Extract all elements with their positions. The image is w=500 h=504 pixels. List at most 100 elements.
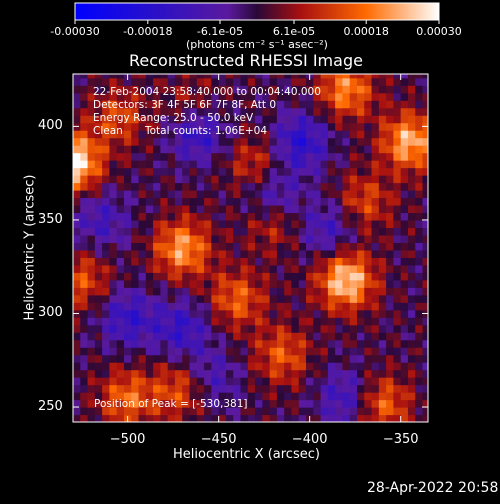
heatmap-cell <box>211 74 220 79</box>
heatmap-cell <box>386 384 395 393</box>
heatmap-cell <box>153 249 161 258</box>
heatmap-cell <box>327 77 336 86</box>
heatmap-cell <box>167 384 176 393</box>
heatmap-cell <box>174 85 183 94</box>
heatmap-cell <box>240 339 249 348</box>
heatmap-cell <box>393 392 402 401</box>
heatmap-cell <box>182 399 191 408</box>
heatmap-cell <box>378 92 387 101</box>
heatmap-cell <box>386 257 395 266</box>
heatmap-cell <box>153 182 161 191</box>
heatmap-cell <box>94 332 103 341</box>
heatmap-cell <box>167 77 176 86</box>
heatmap-cell <box>73 414 81 422</box>
heatmap-cell <box>357 272 365 281</box>
heatmap-cell <box>276 399 285 408</box>
heatmap-cell <box>262 234 271 243</box>
heatmap-cell <box>87 92 96 101</box>
heatmap-cell <box>131 302 140 311</box>
heatmap-cell <box>233 152 242 161</box>
heatmap-cell <box>204 272 212 281</box>
heatmap-cell <box>233 272 242 281</box>
heatmap-cell <box>80 130 89 139</box>
heatmap-cell <box>400 332 409 341</box>
heatmap-cell <box>327 85 336 94</box>
heatmap-cell <box>123 257 132 266</box>
heatmap-cell <box>211 212 220 221</box>
heatmap-cell <box>342 317 351 326</box>
heatmap-cell <box>349 219 358 229</box>
annotation-total-counts: Total counts: 1.06E+04 <box>145 125 268 137</box>
heatmap-cell <box>233 107 242 116</box>
heatmap-cell <box>386 294 395 303</box>
heatmap-cell <box>269 264 278 273</box>
heatmap-cell <box>422 219 428 229</box>
heatmap-cell <box>138 190 147 199</box>
heatmap-cell <box>94 204 103 214</box>
heatmap-cell <box>138 369 147 378</box>
heatmap-cell <box>153 234 161 243</box>
heatmap-cell <box>313 115 322 124</box>
heatmap-cell <box>386 190 395 199</box>
heatmap-cell <box>255 347 263 356</box>
heatmap-cell <box>335 294 344 303</box>
heatmap-cell <box>240 362 249 371</box>
heatmap-cell <box>415 122 424 131</box>
heatmap-cell <box>87 399 96 408</box>
heatmap-cell <box>204 279 212 288</box>
heatmap-cell <box>94 74 103 79</box>
heatmap-cell <box>116 264 125 273</box>
heatmap-cell <box>160 302 169 311</box>
heatmap-cell <box>109 377 118 386</box>
heatmap-cell <box>269 85 278 94</box>
heatmap-cell <box>262 279 271 288</box>
heatmap-cell <box>269 190 278 199</box>
heatmap-cell <box>269 212 278 221</box>
heatmap-cell <box>131 294 140 303</box>
heatmap-cell <box>298 85 307 94</box>
heatmap-cell <box>415 130 424 139</box>
heatmap-cell <box>415 407 424 416</box>
heatmap-cell <box>327 294 336 303</box>
heatmap-cell <box>182 175 191 184</box>
heatmap-cell <box>364 362 373 371</box>
heatmap-cell <box>87 354 96 363</box>
heatmap-cell <box>87 377 96 386</box>
heatmap-cell <box>357 204 365 214</box>
heatmap-cell <box>255 392 263 401</box>
heatmap-cell <box>291 414 300 422</box>
annotation-time-range: 22-Feb-2004 23:58:40.000 to 00:04:40.000 <box>93 86 321 98</box>
heatmap-cell <box>407 279 416 288</box>
heatmap-cell <box>240 317 249 326</box>
heatmap-cell <box>349 384 358 393</box>
heatmap-cell <box>182 279 191 288</box>
heatmap-cell <box>145 377 154 386</box>
heatmap-cell <box>123 264 132 273</box>
heatmap-cell <box>94 324 103 333</box>
heatmap-cell <box>335 279 344 288</box>
colorbar-tick-label: 6.1e-05 <box>272 25 316 38</box>
heatmap-cell <box>182 160 191 169</box>
heatmap-cell <box>225 145 234 154</box>
heatmap-cell <box>327 384 336 393</box>
heatmap-cell <box>174 204 183 214</box>
heatmap-cell <box>247 212 256 221</box>
heatmap-cell <box>138 152 147 161</box>
heatmap-cell <box>327 279 336 288</box>
heatmap-cell <box>160 197 169 206</box>
heatmap-cell <box>247 317 256 326</box>
heatmap-cell <box>335 107 344 116</box>
heatmap-cell <box>138 324 147 333</box>
heatmap-cell <box>174 107 183 116</box>
heatmap-cell <box>407 414 416 422</box>
heatmap-cell <box>211 234 220 243</box>
heatmap-cell <box>233 354 242 363</box>
heatmap-cell <box>153 242 161 251</box>
heatmap-cell <box>291 212 300 221</box>
heatmap-cell <box>313 362 322 371</box>
heatmap-cell <box>407 339 416 348</box>
heatmap-cell <box>80 107 89 116</box>
plot-frame <box>72 73 429 423</box>
heatmap-cell <box>73 182 81 191</box>
heatmap-cell <box>284 249 293 258</box>
